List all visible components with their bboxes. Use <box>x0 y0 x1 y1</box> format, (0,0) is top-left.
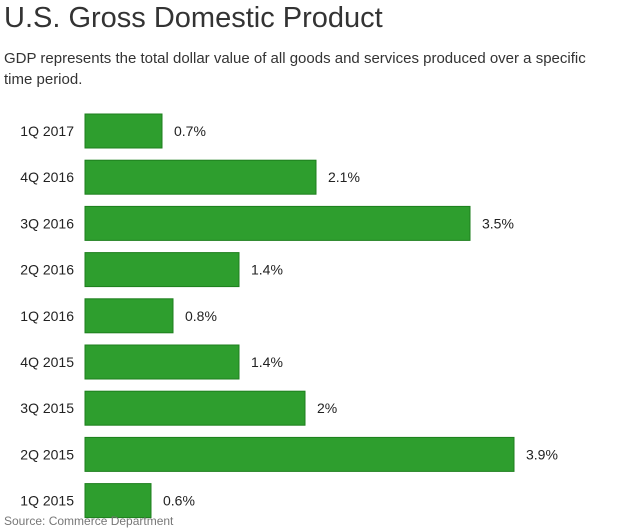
category-label: 1Q 2017 <box>20 123 74 139</box>
bar <box>84 436 515 472</box>
bar <box>84 252 240 288</box>
chart-subtitle: GDP represents the total dollar value of… <box>4 50 586 88</box>
category-label: 4Q 2015 <box>20 354 74 370</box>
category-label: 4Q 2016 <box>20 169 74 185</box>
bar <box>84 159 317 195</box>
value-label: 1.4% <box>251 354 283 370</box>
value-label: 2% <box>317 400 337 416</box>
category-label: 3Q 2015 <box>20 400 74 416</box>
category-label: 1Q 2015 <box>20 493 74 509</box>
source-note: Source: Commerce Department <box>4 514 174 528</box>
bar <box>84 483 152 519</box>
category-label: 3Q 2016 <box>20 215 74 231</box>
bar <box>84 344 240 380</box>
category-label: 1Q 2016 <box>20 308 74 324</box>
value-label: 0.6% <box>163 493 195 509</box>
bar <box>84 205 471 241</box>
value-label: 2.1% <box>328 169 360 185</box>
category-label: 2Q 2015 <box>20 446 74 462</box>
bar <box>84 113 163 149</box>
value-label: 3.5% <box>482 215 514 231</box>
value-label: 3.9% <box>526 446 558 462</box>
chart-title: U.S. Gross Domestic Product <box>4 2 383 34</box>
value-label: 0.8% <box>185 308 217 324</box>
value-label: 0.7% <box>174 123 206 139</box>
value-label: 1.4% <box>251 262 283 278</box>
bar <box>84 390 306 426</box>
category-label: 2Q 2016 <box>20 262 74 278</box>
bar <box>84 298 174 334</box>
